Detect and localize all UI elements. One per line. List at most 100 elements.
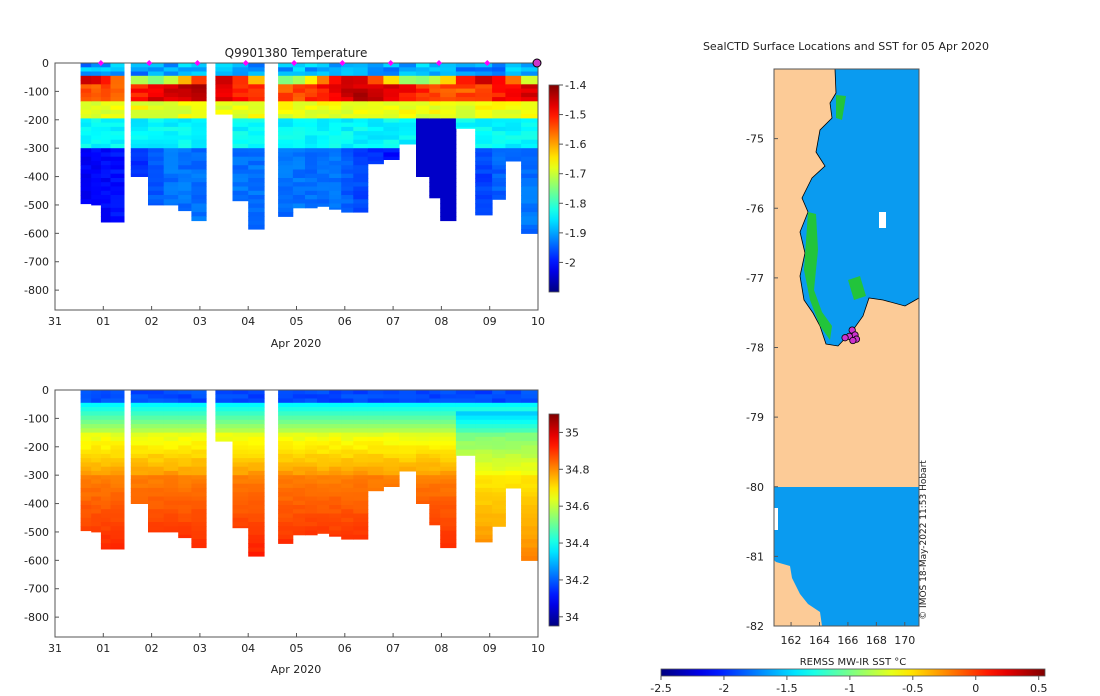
- profile-cell: [475, 207, 493, 213]
- profile-cell: [475, 483, 493, 489]
- profile-cell: [341, 441, 354, 446]
- profile-cell: [110, 492, 125, 497]
- profile-cell: [475, 522, 493, 527]
- profile-cell: [329, 505, 342, 510]
- profile-cell: [455, 428, 476, 434]
- profile-cell: [232, 118, 249, 124]
- profile-cell: [383, 97, 400, 102]
- profile-cell: [163, 97, 179, 102]
- profile-cell: [110, 195, 125, 200]
- profile-cell: [399, 135, 417, 141]
- profile-cell: [353, 479, 369, 485]
- profile-cell: [492, 126, 506, 132]
- coastal-warm-band: [836, 95, 846, 120]
- profile-cell: [399, 398, 417, 404]
- profile-cell: [278, 143, 294, 149]
- profile-cell: [215, 436, 233, 442]
- profile-cell: [80, 475, 92, 480]
- profile-cell: [91, 148, 102, 153]
- profile-cell: [505, 453, 522, 459]
- profile-cell: [130, 173, 149, 177]
- profile-cell: [100, 407, 112, 412]
- profile-cell: [353, 109, 369, 115]
- profile-cell: [80, 424, 92, 429]
- lon-tick-label: 168: [866, 634, 887, 647]
- profile-cell: [130, 432, 149, 438]
- profile-cell: [292, 458, 306, 463]
- profile-cell: [148, 160, 165, 166]
- profile-cell: [383, 105, 400, 111]
- profile-cell: [353, 84, 369, 90]
- profile-cell: [232, 195, 249, 200]
- profile-cell: [455, 394, 476, 400]
- profile-cell: [505, 88, 522, 94]
- profile-cell: [305, 505, 318, 510]
- x-tick-label: 05: [290, 642, 304, 655]
- profile-cell: [367, 479, 384, 485]
- profile-cell: [305, 109, 318, 115]
- profile-cell: [292, 114, 306, 119]
- profile-cell: [475, 441, 493, 446]
- profile-cell: [455, 415, 476, 421]
- profile-cell: [475, 505, 493, 510]
- profile-cell: [100, 195, 112, 200]
- profile-cell: [110, 92, 125, 98]
- temperature-colorbar: -1.4-1.5-1.6-1.7-1.8-1.9-2: [548, 79, 586, 293]
- profile-cell: [178, 432, 192, 438]
- profile-cell: [232, 513, 249, 519]
- profile-cell: [341, 487, 354, 493]
- profile-cell: [191, 148, 207, 153]
- profile-cell: [440, 487, 457, 493]
- profile-cell: [455, 67, 476, 73]
- profile-cell: [110, 143, 125, 149]
- profile-cell: [367, 411, 384, 417]
- y-tick-label: 0: [42, 384, 49, 397]
- profile-cell: [80, 441, 92, 446]
- profile-cell: [317, 84, 330, 90]
- profile-cell: [191, 522, 207, 527]
- profile-cell: [163, 441, 179, 446]
- profile-cell: [475, 186, 493, 192]
- profile-cell: [317, 131, 330, 136]
- profile-cell: [163, 424, 179, 429]
- profile-cell: [91, 199, 102, 205]
- profile-cell: [130, 492, 149, 497]
- profile-cell: [317, 101, 330, 107]
- profile-cell: [130, 122, 149, 128]
- profile-cell: [110, 505, 125, 510]
- profile-cell: [292, 492, 306, 497]
- profile-cell: [399, 101, 417, 107]
- profile-cell: [367, 394, 384, 400]
- profile-cell: [232, 186, 249, 192]
- profile-cell: [475, 173, 493, 179]
- profile-cell: [440, 526, 457, 532]
- profile-cell: [215, 109, 233, 115]
- profile-cell: [232, 500, 249, 506]
- x-tick-label: 09: [483, 315, 497, 328]
- profile-cell: [440, 212, 457, 217]
- profile-cell: [329, 84, 342, 90]
- profile-cell: [353, 483, 369, 489]
- profile-cell: [475, 114, 493, 119]
- profile-cell: [521, 441, 538, 446]
- profile-cell: [383, 445, 400, 451]
- profile-cell: [353, 441, 369, 446]
- profile-cell: [455, 80, 476, 85]
- profile-cell: [80, 411, 92, 417]
- profile-cell: [416, 407, 430, 412]
- profile-cell: [100, 152, 112, 158]
- profile-cell: [191, 67, 207, 73]
- profile-cell: [383, 449, 400, 455]
- profile-cell: [130, 126, 149, 132]
- profile-cell: [353, 462, 369, 468]
- profile-cell: [248, 428, 265, 434]
- profile-cell: [278, 475, 294, 480]
- profile-cell: [163, 80, 179, 85]
- profile-cell: [191, 88, 207, 94]
- profile-cell: [248, 139, 265, 145]
- profile-cell: [292, 500, 306, 506]
- profile-cell: [130, 415, 149, 421]
- profile-cell: [341, 178, 354, 183]
- profile-cell: [100, 526, 112, 532]
- profile-cell: [110, 182, 125, 187]
